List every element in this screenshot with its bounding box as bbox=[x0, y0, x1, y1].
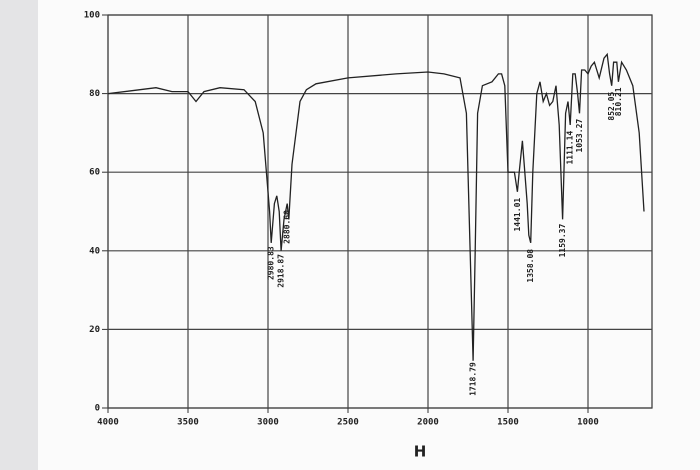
peak-label: 2980.83 bbox=[267, 246, 276, 280]
peak-label: 1159.37 bbox=[558, 224, 567, 258]
y-tick-label: 60 bbox=[89, 168, 100, 178]
y-tick-label: 100 bbox=[84, 11, 100, 21]
x-tick-label: 2500 bbox=[337, 418, 359, 428]
peak-label: 2918.87 bbox=[277, 254, 286, 288]
peak-label: 1111.14 bbox=[566, 131, 575, 165]
spectrum-line bbox=[107, 52, 645, 361]
x-tick-label: 1000 bbox=[577, 418, 599, 428]
x-tick-label: 2000 bbox=[417, 418, 439, 428]
peak-label: 2880.60 bbox=[283, 210, 292, 244]
y-tick-label: 40 bbox=[89, 246, 100, 256]
y-tick-label: 20 bbox=[89, 325, 100, 335]
sample-label: H bbox=[414, 443, 427, 461]
x-tick-label: 3000 bbox=[257, 418, 279, 428]
peak-label: 1718.79 bbox=[469, 362, 478, 396]
x-tick-label: 3500 bbox=[177, 418, 199, 428]
peak-label: 1358.08 bbox=[526, 249, 535, 283]
paper bbox=[38, 0, 700, 470]
peak-label: 810.21 bbox=[614, 87, 623, 116]
x-tick-label: 1500 bbox=[497, 418, 519, 428]
x-tick-label: 4000 bbox=[97, 418, 119, 428]
peak-label: 1053.27 bbox=[575, 119, 584, 153]
peak-label: 852.05 bbox=[607, 92, 616, 121]
peak-label: 1441.01 bbox=[513, 198, 522, 232]
y-tick-label: 80 bbox=[89, 89, 100, 99]
y-tick-label: 0 bbox=[95, 404, 100, 414]
